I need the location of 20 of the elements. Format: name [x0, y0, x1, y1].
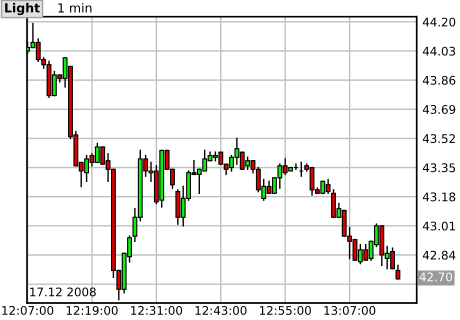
- x-tick-label: 12:55:00: [260, 306, 311, 315]
- y-tick-label: 43.69: [422, 105, 456, 114]
- annotation: 17.12 2008: [30, 287, 96, 296]
- y-tick-label: 43.86: [422, 76, 456, 85]
- x-tick-label: 12:19:00: [66, 306, 118, 315]
- x-tick-label: 12:43:00: [196, 306, 247, 315]
- x-tick-label: 13:07:00: [324, 306, 376, 315]
- y-tick-label: 43.18: [422, 192, 456, 202]
- candlestick: [395, 264, 400, 280]
- text: 42.70: [420, 272, 452, 282]
- y-tick-label: 43.01: [422, 222, 455, 231]
- text: Light: [5, 2, 40, 16]
- y-tick-label: 43.35: [422, 163, 456, 172]
- y-tick-label: 43.52: [422, 134, 455, 144]
- x-tick-label: 12:31:00: [131, 306, 182, 315]
- text: 1 min: [58, 2, 92, 12]
- y-tick-label: 44.20: [422, 18, 456, 26]
- x-tick-label: 12:07:00: [2, 306, 54, 315]
- y-tick-label: 42.84: [422, 250, 456, 260]
- y-tick-label: 44.03: [422, 46, 456, 56]
